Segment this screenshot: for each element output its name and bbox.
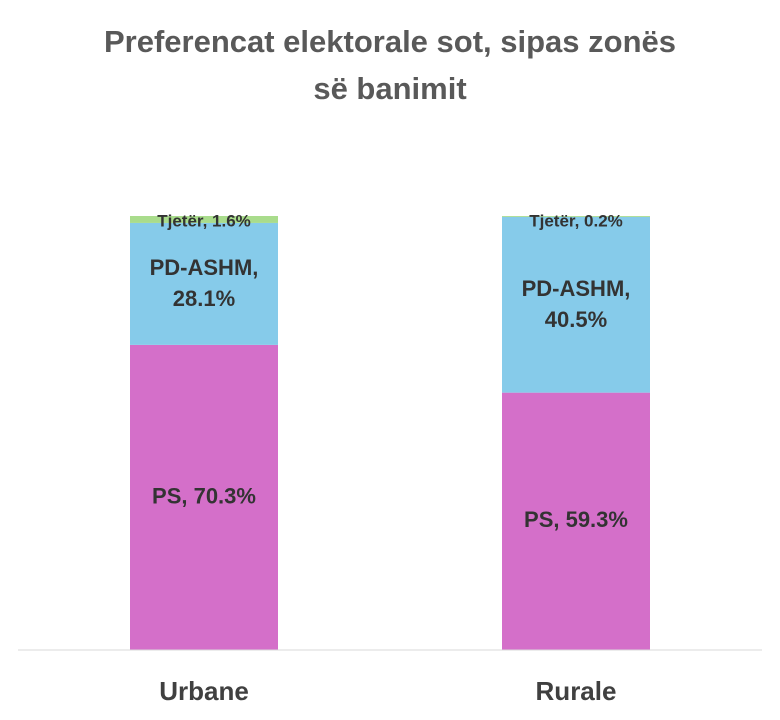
bar-segment	[130, 216, 278, 223]
data-label: PS, 59.3%	[524, 507, 628, 532]
data-label: PD-ASHM, 28.1%	[150, 255, 259, 311]
bar-segment	[502, 392, 650, 650]
chart-title: Preferencat elektorale sot, sipas zonës …	[103, 24, 677, 106]
bar-segment	[130, 222, 278, 345]
x-tick-label: Rurale	[536, 676, 617, 706]
bar-segment	[502, 216, 650, 393]
bar-segment	[502, 216, 650, 217]
data-label: Tjetër, 0.2%	[529, 211, 623, 230]
x-tick-label: Urbane	[159, 676, 249, 706]
data-label: Tjetër, 1.6%	[157, 211, 251, 230]
data-label: PD-ASHM, 40.5%	[522, 276, 631, 332]
data-label: PS, 70.3%	[152, 483, 256, 508]
bar-segment	[130, 344, 278, 650]
